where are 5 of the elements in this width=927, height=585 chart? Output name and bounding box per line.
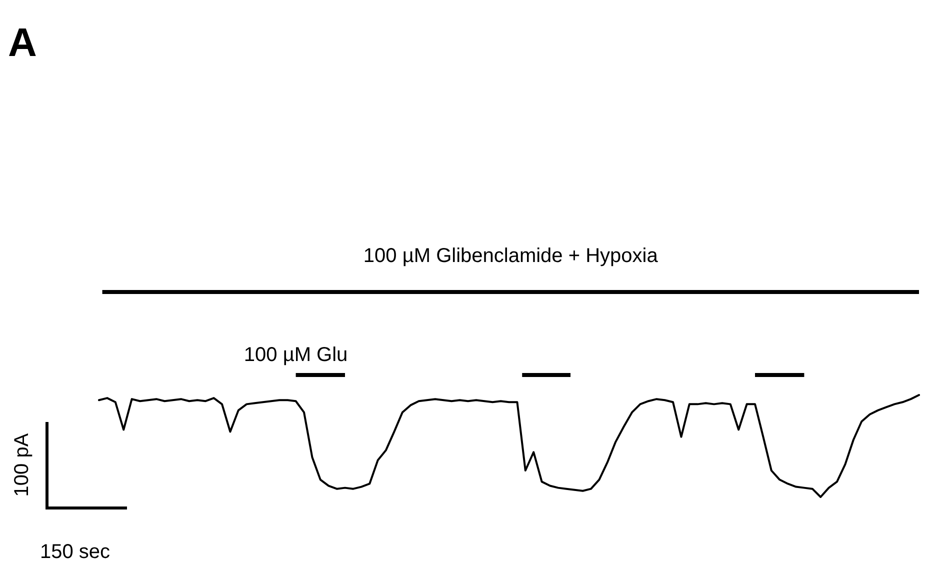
text: 100 µM Glibenclamide + Hypoxia [363, 245, 659, 267]
chart-title: A [8, 21, 37, 65]
text: 150 sec [40, 541, 110, 563]
text: 100 µM Glu [244, 344, 348, 366]
text: 100 pA [11, 432, 33, 497]
